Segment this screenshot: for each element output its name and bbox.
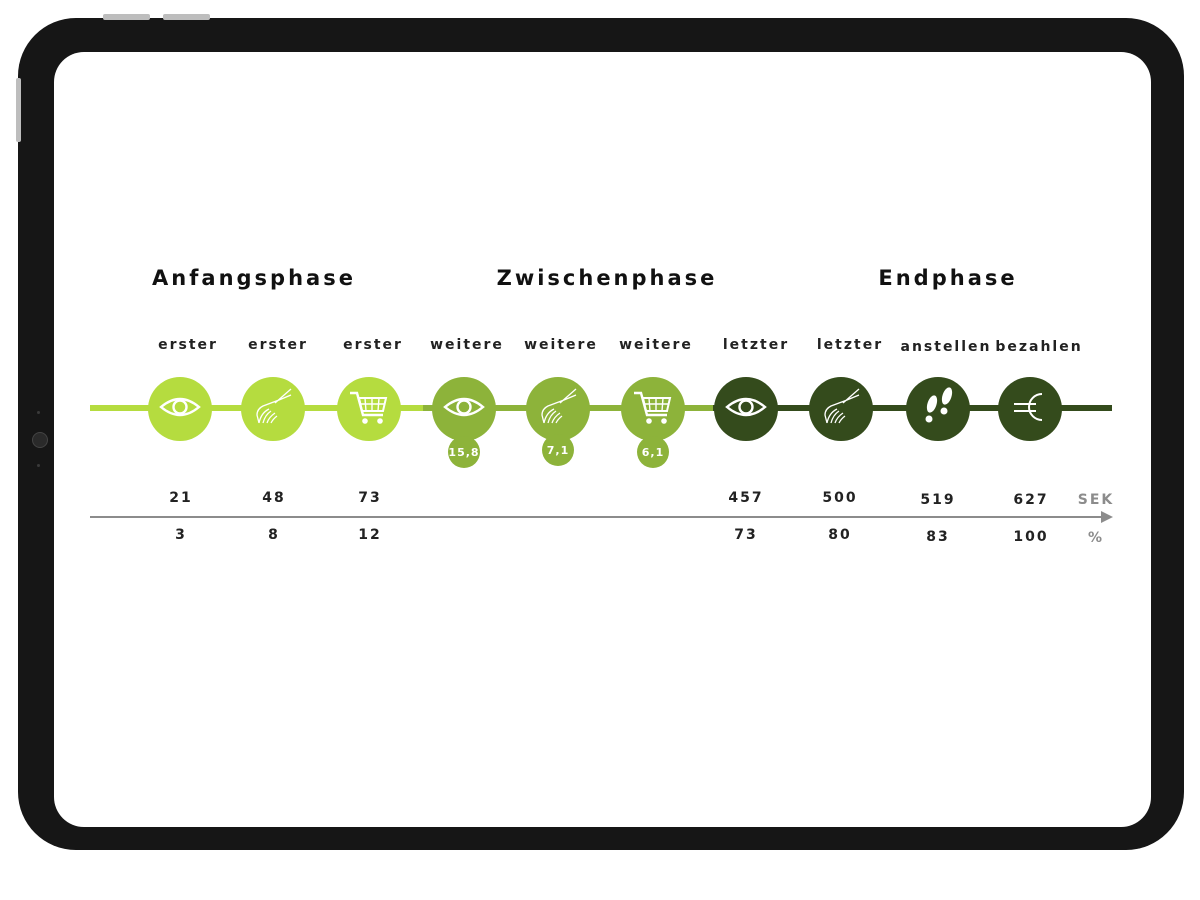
phase-title-zwischenphase: Zwischenphase <box>496 266 718 290</box>
timeline-node <box>148 377 212 441</box>
percentage-badge: 7,1 <box>542 434 574 466</box>
timeline-node <box>809 377 873 441</box>
timeline-node <box>241 377 305 441</box>
percent-value: 73 <box>734 527 758 543</box>
step-label: letzter <box>816 337 884 353</box>
percent-value: 83 <box>926 529 950 545</box>
phase-title-endphase: Endphase <box>878 266 1018 290</box>
timeline-node <box>432 377 496 441</box>
eye-icon <box>159 387 201 431</box>
timeline-node <box>337 377 401 441</box>
tablet-top-button-2 <box>163 14 210 20</box>
step-label: letzter <box>722 337 790 353</box>
timeline-node <box>998 377 1062 441</box>
step-label: bezahlen <box>995 339 1083 355</box>
percentage-badge: 15,8 <box>448 436 480 468</box>
eye-icon <box>725 387 767 431</box>
seconds-value: 73 <box>358 490 382 506</box>
sensor-dot <box>37 411 40 414</box>
hand-icon <box>253 387 293 431</box>
eye-icon <box>443 387 485 431</box>
front-camera <box>32 432 48 448</box>
cart-icon <box>349 387 389 431</box>
timeline-node <box>621 377 685 441</box>
step-label: anstellen <box>900 339 992 355</box>
tablet-top-button-1 <box>103 14 150 20</box>
seconds-value: 500 <box>822 490 858 506</box>
seconds-value: 627 <box>1013 492 1049 508</box>
percentage-badge: 6,1 <box>637 436 669 468</box>
percent-value: 12 <box>358 527 382 543</box>
time-axis-line <box>90 516 1102 518</box>
percent-value: 3 <box>175 527 187 543</box>
percent-value: 8 <box>268 527 280 543</box>
seconds-unit-label: SEK <box>1077 492 1115 508</box>
percent-value: 80 <box>828 527 852 543</box>
seconds-value: 48 <box>262 490 286 506</box>
hand-icon <box>821 387 861 431</box>
step-label: weitere <box>524 337 598 353</box>
timeline-node <box>906 377 970 441</box>
seconds-value: 457 <box>728 490 764 506</box>
step-label: erster <box>248 337 308 353</box>
seconds-value: 21 <box>169 490 193 506</box>
phase-title-anfangsphase: Anfangsphase <box>152 266 356 290</box>
percent-unit-label: % <box>1087 530 1105 546</box>
percent-value: 100 <box>1013 529 1049 545</box>
footprints-icon <box>918 387 958 431</box>
step-label: erster <box>343 337 403 353</box>
euro-icon <box>1010 387 1050 431</box>
time-axis-arrow <box>1101 511 1113 523</box>
step-label: erster <box>158 337 218 353</box>
cart-icon <box>633 387 673 431</box>
hand-icon <box>538 387 578 431</box>
sensor-dot <box>37 464 40 467</box>
seconds-value: 519 <box>920 492 956 508</box>
tablet-side-button <box>16 78 21 142</box>
step-label: weitere <box>430 337 504 353</box>
timeline-node <box>714 377 778 441</box>
tablet-screen <box>54 52 1151 827</box>
step-label: weitere <box>619 337 693 353</box>
timeline-node <box>526 377 590 441</box>
